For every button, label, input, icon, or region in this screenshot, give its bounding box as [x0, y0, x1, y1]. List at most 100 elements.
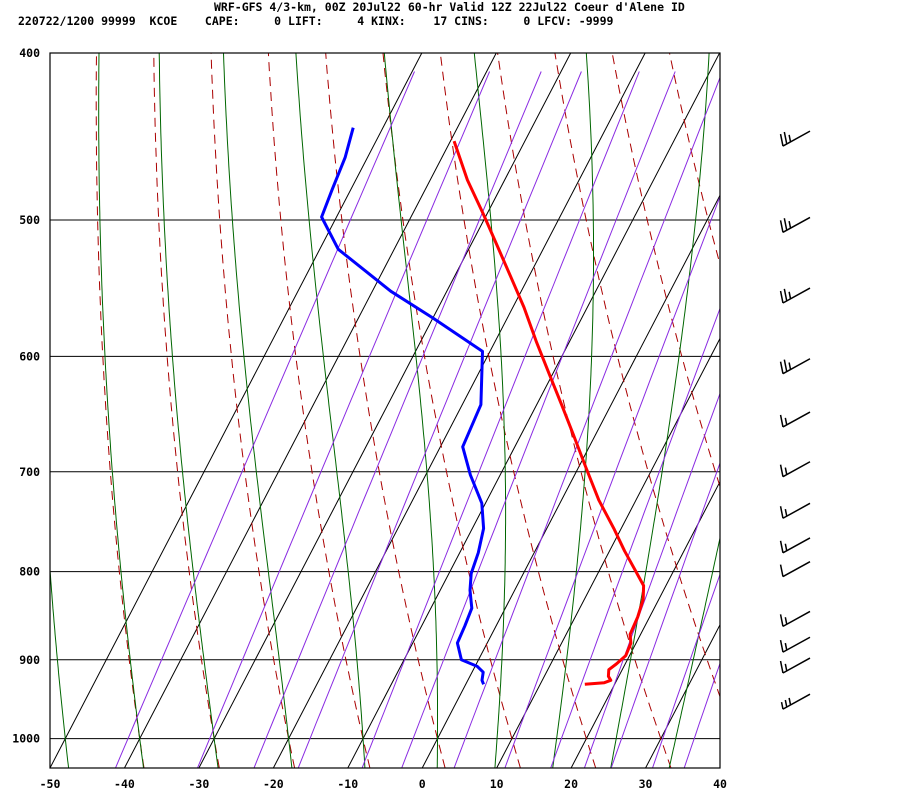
dry-adiabat [784, 53, 900, 768]
mixing-ratio-line [610, 461, 720, 768]
tick-labels-layer: 400 500 600 700 800 900 1000 -50 -40 -30 -20 -10 0 10… [12, 46, 727, 791]
x-tick-label: -50 [40, 777, 61, 791]
barb-flag [783, 288, 788, 302]
x-tick-label: 40 [713, 777, 727, 791]
moist-adiabat [383, 53, 438, 768]
barb-flag [779, 414, 784, 428]
x-tick-label: 20 [564, 777, 578, 791]
wind-barb [779, 461, 811, 478]
dry-adiabat [554, 53, 720, 699]
barb-flag [784, 467, 788, 475]
isotherm-10 [496, 337, 720, 768]
moist-adiabat [552, 53, 594, 768]
mixing-ratio-line [115, 71, 415, 768]
moist-adiabat [473, 53, 507, 768]
dry-adiabat [727, 53, 900, 768]
mixing-ratio-line [453, 76, 720, 768]
moist-adiabat [98, 53, 145, 768]
plot-frame-layer [49, 52, 721, 769]
barb-flag [779, 640, 784, 653]
mixing-ratio-line [726, 72, 900, 769]
x-tick-label: 30 [639, 777, 653, 791]
barb-flag [779, 290, 784, 304]
barb-flag [788, 134, 792, 143]
y-tick-label: 800 [19, 565, 40, 579]
chart-title: WRF-GFS 4/3-km, 00Z 20Jul22 60-hr Valid … [214, 0, 685, 14]
barb-flag [788, 362, 792, 370]
barb-flag [779, 506, 784, 519]
isotherm-30 [645, 623, 720, 768]
y-tick-label: 900 [19, 653, 40, 667]
moist-adiabat [610, 53, 710, 768]
moist-adiabat [158, 53, 219, 768]
mixing-ratio-line [550, 307, 720, 768]
mixing-ratio-line [297, 71, 582, 768]
moist-adiabat [668, 535, 720, 768]
mixing-ratio-layer [115, 71, 900, 769]
x-tick-label: -20 [263, 777, 284, 791]
barb-flag [783, 359, 788, 372]
moist-adiabat [727, 44, 900, 772]
sounding-series-layer [320, 127, 646, 686]
dry-adiabat [669, 53, 720, 267]
moist-adiabat [222, 53, 293, 768]
dry-adiabat [325, 53, 446, 768]
mixing-ratio-line [683, 661, 720, 768]
barb-flag [779, 464, 784, 477]
barb-flag [783, 218, 788, 231]
barb-flag [784, 509, 788, 517]
isotherm--50 [50, 53, 423, 768]
chart-header: WRF-GFS 4/3-km, 00Z 20Jul22 60-hr Valid … [0, 0, 900, 32]
barb-flag [779, 660, 784, 674]
barb-flag [780, 701, 784, 710]
barb-flag [783, 131, 788, 145]
mixing-ratio-line [583, 392, 720, 768]
wind-barbs-layer [779, 130, 811, 710]
wind-barb [779, 216, 811, 233]
barb-flag [788, 221, 792, 229]
barb-flag [779, 220, 784, 233]
barb-flag [779, 540, 784, 553]
x-tick-label: 10 [490, 777, 504, 791]
isotherm-40 [719, 766, 720, 768]
wind-barb [780, 693, 811, 710]
barb-flag [784, 642, 788, 651]
dry-adiabat [153, 53, 220, 768]
wind-barb [779, 411, 811, 428]
barb-flag [788, 697, 792, 706]
isotherm-20 [570, 480, 720, 768]
moist-adiabat [295, 53, 366, 768]
x-tick-label: -30 [188, 777, 209, 791]
mixing-ratio-line [401, 71, 676, 768]
barb-flag [784, 663, 788, 672]
isotherm--10 [347, 53, 720, 768]
dry-adiabat [439, 53, 597, 768]
wind-barb [779, 537, 811, 554]
wind-barb [779, 130, 811, 147]
station-indices-line: 220722/1200 99999 KCOE CAPE: 0 LIFT: 4 K… [18, 14, 614, 28]
mixing-ratio-line [652, 573, 720, 768]
wind-barb [779, 358, 811, 375]
x-tick-label: 0 [419, 777, 426, 791]
y-tick-label: 400 [19, 46, 40, 60]
wind-barb [779, 610, 811, 628]
isotherm--40 [124, 53, 497, 768]
barb-flag [788, 291, 792, 299]
y-tick-label: 1000 [12, 732, 40, 746]
wind-barb [779, 561, 811, 578]
plot-frame [49, 52, 721, 769]
barb-flag [784, 543, 788, 551]
dry-adiabat [611, 53, 720, 489]
mixing-ratio-line [253, 71, 542, 768]
dry-adiabat [841, 53, 900, 768]
mixing-ratio-line [361, 71, 640, 768]
barb-flag [779, 614, 784, 627]
dry-adiabats-layer [95, 53, 900, 768]
temperature-trace [452, 140, 646, 686]
barb-flag [784, 417, 788, 426]
y-tick-label: 700 [19, 465, 40, 479]
barb-flag [784, 617, 788, 625]
mixing-ratio-line [197, 71, 491, 768]
moist-adiabats-layer [50, 44, 900, 772]
